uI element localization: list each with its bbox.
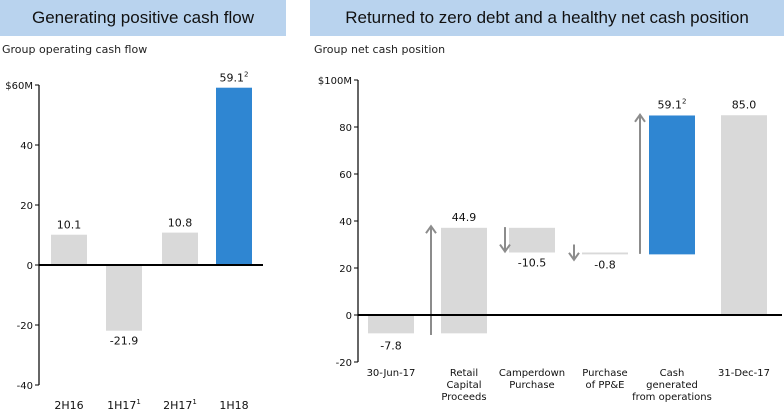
bar-2h17 [162, 232, 198, 265]
bar-1h18 [216, 87, 252, 265]
x-tick-label: Purchase [509, 380, 554, 391]
x-tick-label: Cash [660, 368, 685, 379]
data-label: 85.0 [732, 98, 757, 111]
y-tick-label: 0 [27, 261, 33, 272]
data-label: 59.12 [658, 97, 687, 111]
x-tick-label: Camperdown [499, 368, 565, 379]
y-tick-label: 0 [346, 311, 352, 322]
bar-5 [649, 115, 695, 255]
x-tick-label: from operations [632, 392, 712, 403]
x-tick-label: 2H16 [54, 399, 83, 412]
y-tick-label: 40 [339, 217, 352, 228]
x-tick-label: Purchase [582, 368, 627, 379]
down-arrow-camperdown-head [499, 243, 511, 254]
y-tick-label: $100M [318, 76, 352, 87]
y-tick-label: 80 [339, 123, 352, 134]
x-tick-label: Retail [450, 368, 478, 379]
y-tick-label: -20 [17, 321, 33, 332]
left-panel-subtitle: Group operating cash flow [2, 43, 148, 56]
x-tick-label: 31-Dec-17 [718, 368, 770, 379]
y-tick-label: 20 [339, 264, 352, 275]
x-tick-label: 2H171 [163, 398, 197, 412]
bar-4 [582, 252, 628, 255]
x-tick-label: generated [646, 380, 698, 391]
y-tick-label: $60M [5, 81, 33, 92]
bar-1 [368, 315, 414, 334]
data-label: -21.9 [110, 335, 138, 348]
data-label: -10.5 [518, 256, 546, 269]
right-panel-banner: Returned to zero debt and a healthy net … [310, 0, 784, 36]
x-tick-label: Proceeds [441, 392, 486, 403]
y-tick-label: 60 [339, 170, 352, 181]
left-panel-banner: Generating positive cash flow [0, 0, 286, 36]
x-tick-label: Capital [446, 380, 481, 391]
data-label: 10.8 [168, 217, 193, 230]
bar-2 [441, 227, 487, 334]
bar-3 [509, 227, 555, 253]
right-panel-banner-text: Returned to zero debt and a healthy net … [345, 8, 749, 27]
x-tick-label: 1H18 [219, 399, 248, 412]
y-tick-label: 20 [20, 201, 33, 212]
data-label: 44.9 [452, 211, 477, 224]
down-arrow-ppe-head [568, 252, 580, 262]
right-panel-subtitle: Group net cash position [314, 43, 446, 56]
bar-6 [721, 115, 767, 315]
x-tick-label: 30-Jun-17 [367, 368, 416, 379]
up-arrow-retail-head [425, 224, 437, 234]
y-tick-label: 40 [20, 141, 33, 152]
up-arrow-operations-head [634, 113, 646, 123]
data-label: -0.8 [594, 258, 615, 271]
y-tick-label: -20 [336, 358, 352, 369]
data-label: -7.8 [380, 339, 401, 352]
x-tick-label: of PP&E [586, 380, 625, 391]
left-panel-banner-text: Generating positive cash flow [31, 8, 255, 27]
x-tick-label: 1H171 [107, 398, 141, 412]
data-label: 10.1 [57, 219, 82, 232]
data-label: 59.12 [220, 71, 249, 85]
bar-1h17 [106, 265, 142, 331]
y-tick-label: -40 [17, 381, 33, 392]
bar-2h16 [51, 234, 87, 265]
